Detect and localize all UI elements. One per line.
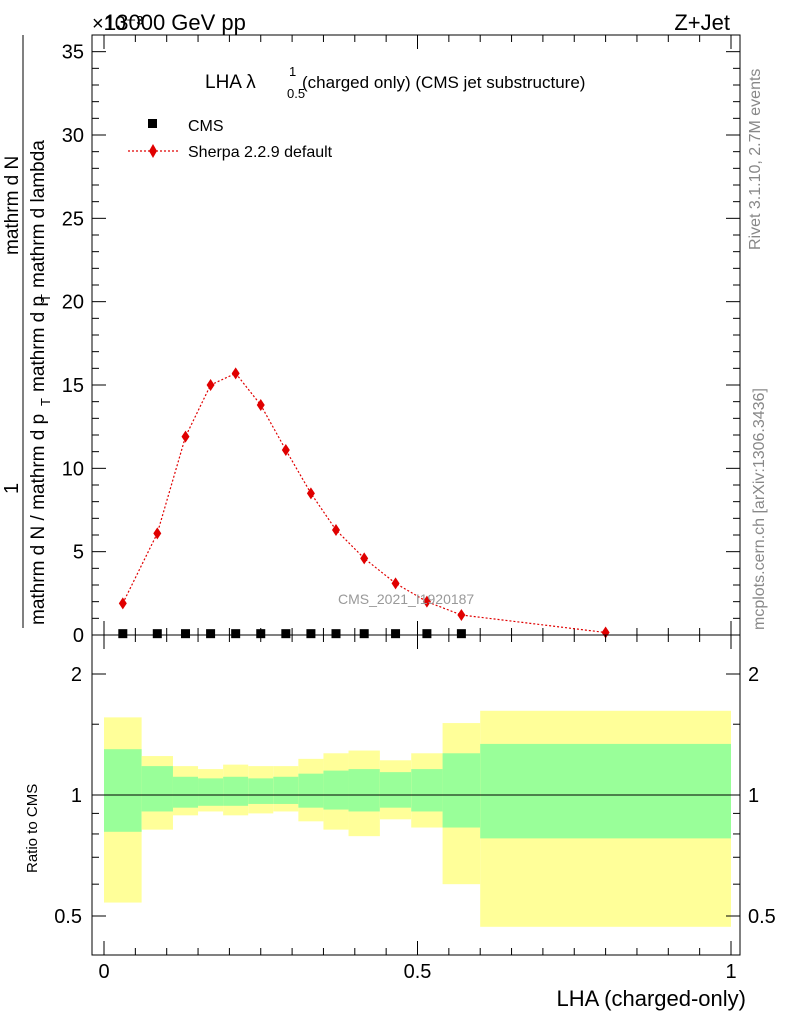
ratio-inner-band [323,770,349,810]
y-label-lower2: mathrm d lambda [28,140,49,288]
legend-sherpa-marker [149,144,157,158]
y-label-one: 1 [1,483,23,494]
y-tick-label: 0 [73,625,84,647]
sherpa-point [391,577,400,590]
sherpa-point [422,595,431,608]
cms-point [152,629,162,639]
y-axis-label-main: 1 mathrm d N / mathrm d p T mathrm d N m… [1,35,53,628]
ratio-inner-band [198,778,224,806]
ratio-y-tick-label-right: 2 [748,664,759,686]
cms-point [391,629,401,639]
y-tick-label: 35 [62,42,84,64]
cms-point [331,629,341,639]
sherpa-point [256,399,265,411]
sherpa-point [153,527,162,540]
y-label-lower: mathrm d p [28,296,49,392]
sherpa-line [122,372,606,634]
y-axis-label-ratio: Ratio to CMS [24,784,41,873]
plot-title-main: LHA λ [205,72,256,93]
cms-point [256,629,266,639]
sherpa-point [306,487,315,500]
ratio-inner-band [248,778,274,804]
cms-point [306,629,316,639]
plot-title-sub: 0.5 [287,86,305,101]
x-tick-label: 0 [98,961,109,983]
legend-cms-marker [148,119,157,128]
cms-point [206,629,216,639]
y-tick-label: 15 [62,375,84,397]
y-label-denominator: mathrm d N / mathrm d p [28,414,49,625]
sherpa-point [118,597,127,610]
exponent-label: ×10⁻³ [92,13,143,35]
cms-point [456,629,466,639]
ratio-inner-band [411,769,443,812]
sherpa-point [231,367,240,380]
sherpa-point [360,552,369,565]
y-tick-label: 25 [62,208,84,230]
legend: CMS Sherpa 2.2.9 default [128,118,333,161]
ratio-y-tick-label-right: 0.5 [748,906,776,928]
ratio-inner-band [379,772,412,808]
cms-point [118,629,128,639]
ratio-inner-band [172,776,199,808]
analysis-watermark: CMS_2021_I1920187 [338,591,474,607]
rivet-label: Rivet 3.1.10, 2.7M events [747,69,764,250]
ratio-y-tick-label: 0.5 [54,906,82,928]
cms-point [181,629,191,639]
sherpa-point [457,609,466,621]
y-label-numerator: mathrm d N [2,156,23,255]
sherpa-point [331,524,340,536]
ratio-inner-band [223,776,249,806]
energy-label: 13000 GeV pp [104,10,246,35]
ratio-inner-band [348,769,380,812]
y-label-lower-sub: T [38,294,53,302]
legend-cms-label: CMS [188,118,224,135]
x-tick-label: 1 [725,961,736,983]
mcplots-label: mcplots.cern.ch [arXiv:1306.3436] [751,388,768,630]
cms-point [281,629,291,639]
x-axis-label: LHA (charged-only) [556,986,746,1011]
sherpa-point [206,379,215,391]
main-plot: 0 5 10 15 20 25 30 35 [62,34,741,647]
ratio-inner-band [273,776,299,804]
x-tick-label: 0.5 [404,961,432,983]
y-tick-label: 5 [73,542,84,564]
cms-point [231,629,241,639]
legend-sherpa-label: Sherpa 2.2.9 default [188,144,333,161]
ratio-plot: 0 0.5 1 0.5 0.5 1 1 2 2 [54,634,776,983]
cms-point [359,629,369,639]
process-label: Z+Jet [674,10,730,35]
ratio-y-tick-label: 2 [71,664,82,686]
ratio-inner-band [104,749,142,832]
plot-title-rest: (charged only) (CMS jet substructure) [302,73,585,92]
cms-point [422,629,432,639]
sherpa-point [181,430,190,443]
y-tick-label: 30 [62,125,84,147]
ratio-y-tick-label-right: 1 [748,785,759,807]
y-tick-label: 20 [62,292,84,314]
ratio-inner-band [141,766,173,812]
y-tick-label: 10 [62,458,84,480]
sherpa-point [281,444,290,456]
ratio-inner-band [442,753,481,828]
ratio-inner-band [298,773,324,808]
plot-title: LHA λ 1 0.5 (charged only) (CMS jet subs… [205,64,585,101]
ratio-y-tick-label: 1 [71,785,82,807]
plot-title-sup: 1 [289,64,296,79]
y-label-denominator-sub: T [38,398,53,406]
ratio-inner-band [480,743,731,839]
